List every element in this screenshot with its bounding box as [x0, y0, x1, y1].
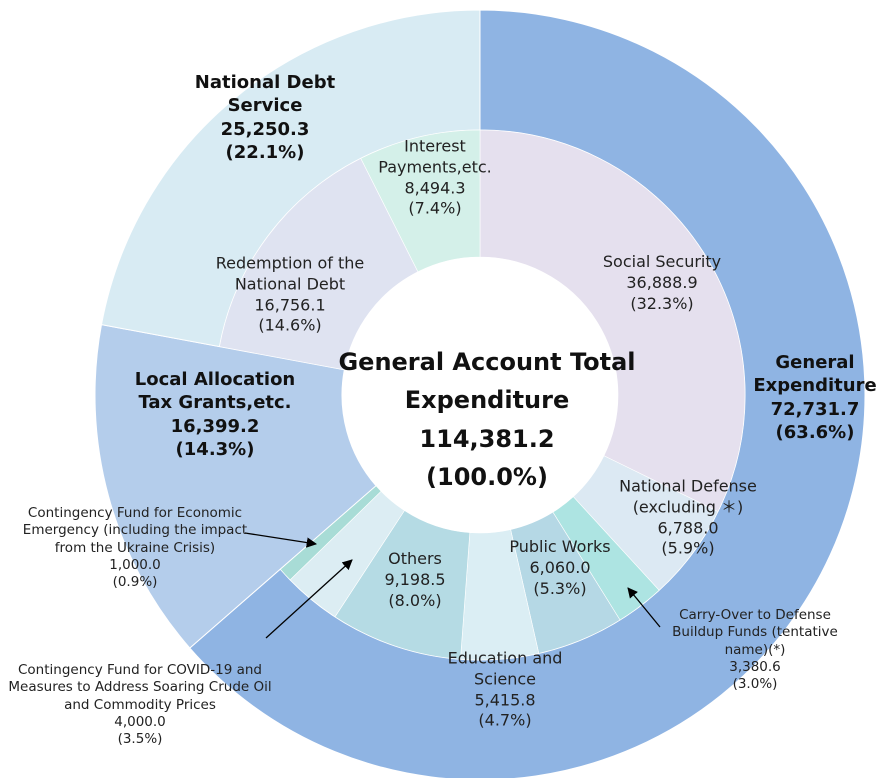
name: General Expenditure	[753, 352, 876, 397]
value-label: 8,494.3	[404, 178, 466, 197]
value-label: 6,060.0	[529, 557, 591, 577]
center-hole	[342, 257, 618, 533]
percent-label: (14.6%)	[258, 315, 322, 335]
name: Redemption of the National Debt	[215, 253, 365, 294]
total-label: 114,381.2	[419, 425, 555, 453]
percent-label: (32.3%)	[630, 293, 694, 313]
name: Carry-Over to Defense Buildup Funds (ten…	[672, 606, 838, 658]
name: Education and Science	[447, 648, 563, 689]
segment-label: Carry-Over to Defense Buildup Funds (ten…	[660, 607, 850, 693]
percent-label: (4.7%)	[478, 710, 532, 730]
percent-label: (5.3%)	[533, 578, 587, 598]
percent-label: (0.9%)	[112, 573, 158, 590]
percent-label: (63.6%)	[775, 422, 855, 444]
percent-label: (3.5%)	[117, 730, 163, 747]
title: General Account Total Expenditure	[338, 348, 636, 415]
value-label: 1,000.0	[109, 556, 161, 573]
value-label: 16,756.1	[254, 295, 326, 314]
percent-label: (5.9%)	[661, 538, 715, 558]
percent-label: (22.1%)	[225, 142, 305, 164]
value-label: 36,888.9	[626, 272, 698, 292]
segment-label: Redemption of the National Debt 16,756.1(…	[203, 253, 378, 336]
center-label: General Account Total Expenditure 114,381…	[327, 343, 647, 497]
percent-label: (3.0%)	[732, 675, 778, 692]
segment-label: National Defense (excluding ＊) 6,788.0 (5.…	[588, 476, 788, 559]
value-label: 4,000.0	[114, 713, 166, 730]
value-label: 25,250.3	[220, 119, 310, 140]
value-label: 5,415.8	[474, 690, 536, 709]
percent-label: (14.3%)	[175, 439, 255, 461]
name: Contingency Fund for COVID-19 and Measur…	[8, 661, 272, 713]
name: National Defense (excluding ＊)	[619, 476, 757, 517]
value-label: 3,380.6	[729, 658, 781, 675]
value-label: 6,788.0	[657, 518, 719, 537]
name: Public Works	[509, 536, 611, 556]
segment-label: Public Works 6,060.0 (5.3%)	[485, 537, 635, 599]
segment-label: National Debt Service 25,250.3 (22.1%)	[180, 71, 350, 165]
percent-label: (8.0%)	[388, 590, 442, 610]
name: Local Allocation Tax Grants,etc.	[134, 369, 296, 414]
value-label: 72,731.7	[770, 399, 860, 420]
segment-label: Social Security 36,888.9 (32.3%)	[562, 252, 762, 314]
name: Interest Payments,etc.	[378, 136, 492, 177]
name: National Debt Service	[194, 72, 336, 117]
total-percent-label: (100.0%)	[426, 463, 548, 492]
percent-label: (7.4%)	[408, 198, 462, 218]
segment-label: Local Allocation Tax Grants,etc. 16,399.2…	[115, 368, 315, 462]
segment-label: Education and Science 5,415.8 (4.7%)	[430, 648, 580, 731]
segment-label: Contingency Fund for Economic Emergency …	[20, 505, 250, 591]
segment-label: Interest Payments,etc. 8,494.3 (7.4%)	[365, 136, 505, 219]
segment-label: Others 9,198.5 (8.0%)	[360, 549, 470, 611]
name: Contingency Fund for Economic Emergency …	[22, 504, 248, 556]
value-label: 16,399.2	[170, 416, 260, 437]
name: Others	[388, 548, 442, 568]
value-label: 9,198.5	[384, 569, 446, 589]
segment-label: General Expenditure 72,731.7 (63.6%)	[745, 351, 876, 445]
segment-label: Contingency Fund for COVID-19 and Measur…	[0, 662, 285, 748]
name: Social Security	[602, 251, 722, 271]
